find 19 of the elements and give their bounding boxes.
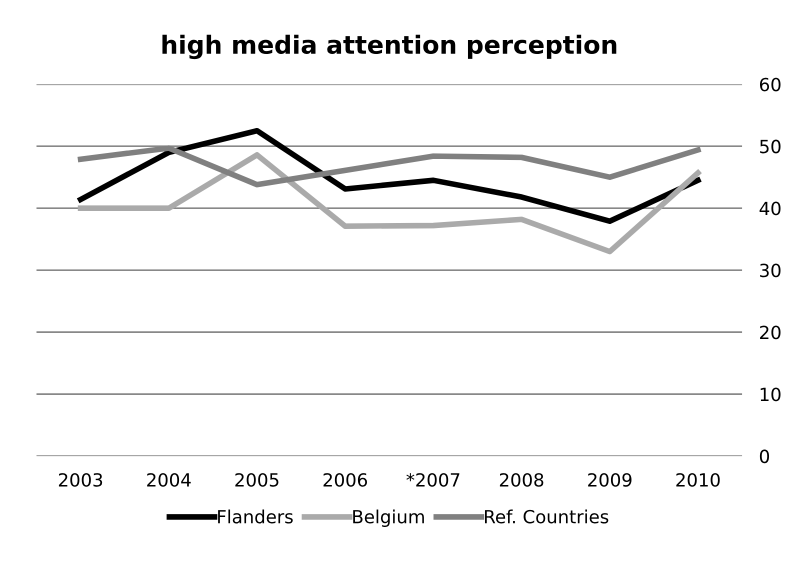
x-tick-label: 2003	[58, 473, 102, 487]
y-tick-label: 50	[760, 140, 781, 154]
x-tick-label: *2007	[406, 473, 460, 487]
x-tick-label: 2005	[235, 473, 278, 487]
legend-label: Flanders	[218, 510, 293, 524]
x-tick-label: 2008	[500, 473, 544, 487]
y-tick-label: 40	[760, 202, 781, 216]
y-tick-label: 0	[760, 450, 770, 464]
y-tick-label: 10	[760, 388, 781, 402]
legend-label: Ref. Countries	[484, 510, 608, 524]
legend-label: Belgium	[353, 510, 424, 527]
y-tick-label: 60	[760, 78, 781, 92]
y-tick-label: 20	[760, 326, 781, 340]
x-tick-label: 2006	[324, 473, 368, 487]
y-tick-label: 30	[760, 264, 781, 278]
x-tick-label: 2010	[676, 473, 720, 487]
chart-title: high media attention perception	[162, 34, 616, 60]
x-tick-label: 2004	[147, 473, 191, 487]
x-tick-label: 2009	[588, 473, 632, 487]
